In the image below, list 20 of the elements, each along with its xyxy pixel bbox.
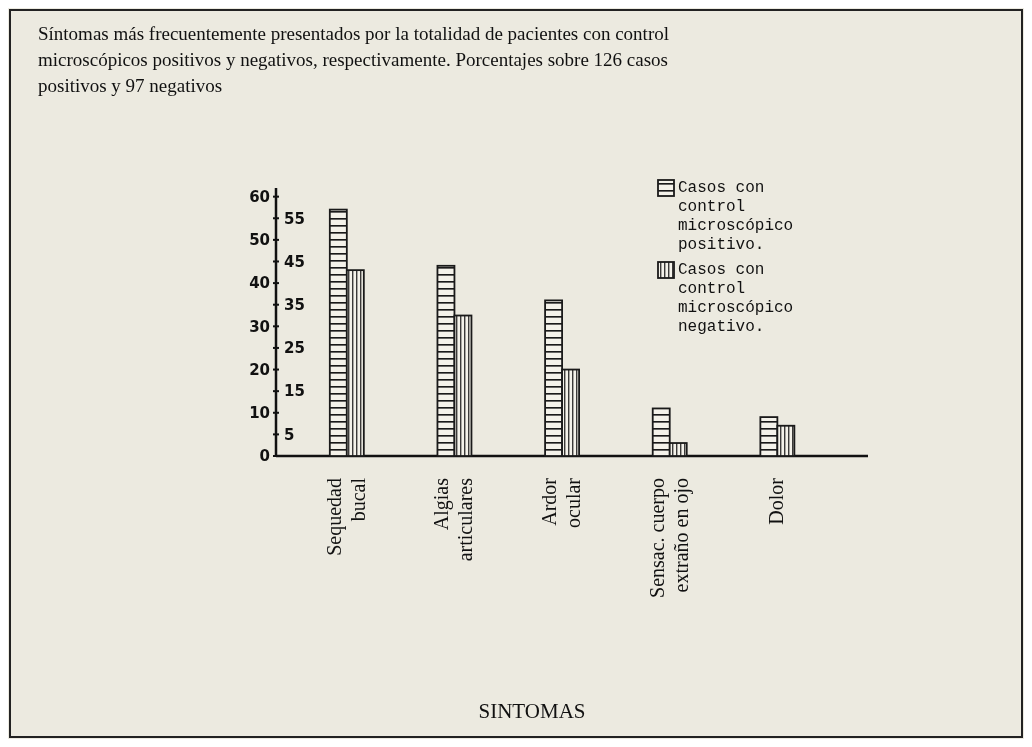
y-tick-label: 60 (249, 187, 270, 206)
chart-title: Síntomas más frecuentemente presentados por la totalidad de pacientes con control microscópicos positivos y negativos, respectivamente. Porcentajes sobre 126 casos positivos y 97 negativos (38, 23, 670, 96)
y-tick-label: 0 (259, 447, 270, 466)
y-tick-label: 40 (249, 274, 270, 293)
x-tick-label: Dolor (765, 477, 788, 525)
legend-label: Casos con control microscópico negativo. (678, 261, 794, 336)
y-tick-label: 50 (249, 231, 270, 250)
x-tick-label: Sequedad bucal (322, 477, 369, 556)
y2-tick-label: 35 (284, 295, 305, 314)
y-tick-label: 10 (249, 404, 270, 423)
y2-tick-label: 45 (284, 252, 305, 271)
x-axis-title: SINTOMAS (478, 699, 586, 723)
legend-label: Casos con control microscópico positivo. (678, 179, 794, 254)
y2-tick-label: 5 (284, 425, 295, 444)
x-tick-label: Ardor ocular (538, 477, 585, 528)
y2-tick-label: 55 (284, 209, 305, 228)
y-tick-label: 20 (249, 360, 270, 379)
y2-tick-label: 15 (284, 382, 305, 401)
y-tick-label: 30 (249, 317, 270, 336)
y2-tick-label: 25 (284, 339, 305, 358)
